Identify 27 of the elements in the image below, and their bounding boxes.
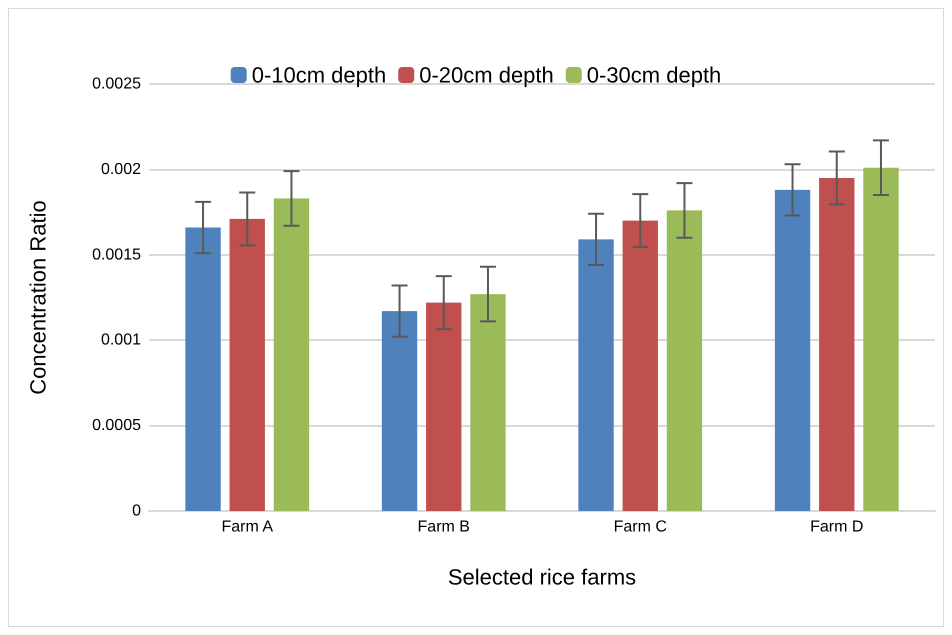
legend-label: 0-30cm depth	[586, 62, 722, 88]
bar	[819, 178, 854, 511]
x-tick-label: Farm B	[418, 518, 470, 536]
bar	[774, 190, 810, 511]
bar	[230, 218, 265, 511]
bar	[470, 294, 506, 511]
bar	[863, 168, 899, 511]
bar	[622, 220, 658, 511]
bar	[382, 311, 418, 511]
y-tick-label: 0.0015	[92, 246, 142, 264]
y-axis-title: Concentration Ratio	[26, 200, 50, 395]
bar	[426, 302, 462, 511]
y-tick-label: 0.002	[100, 160, 142, 178]
y-tick-label: 0.0005	[92, 417, 142, 434]
y-tick-label: 0	[132, 502, 142, 520]
legend-label: 0-10cm depth	[252, 62, 386, 88]
x-tick-label: Farm D	[810, 518, 864, 536]
bar	[666, 210, 702, 511]
bar	[185, 227, 221, 511]
x-tick-label: Farm A	[221, 518, 274, 536]
y-tick-label: 0.001	[100, 332, 142, 349]
x-axis-title: Selected rice farms	[448, 564, 636, 590]
y-tick-label: 0.0025	[92, 76, 142, 92]
bar	[274, 198, 310, 511]
legend-label: 0-20cm depth	[419, 62, 554, 88]
x-tick-label: Farm C	[614, 518, 667, 536]
bar	[578, 239, 614, 511]
